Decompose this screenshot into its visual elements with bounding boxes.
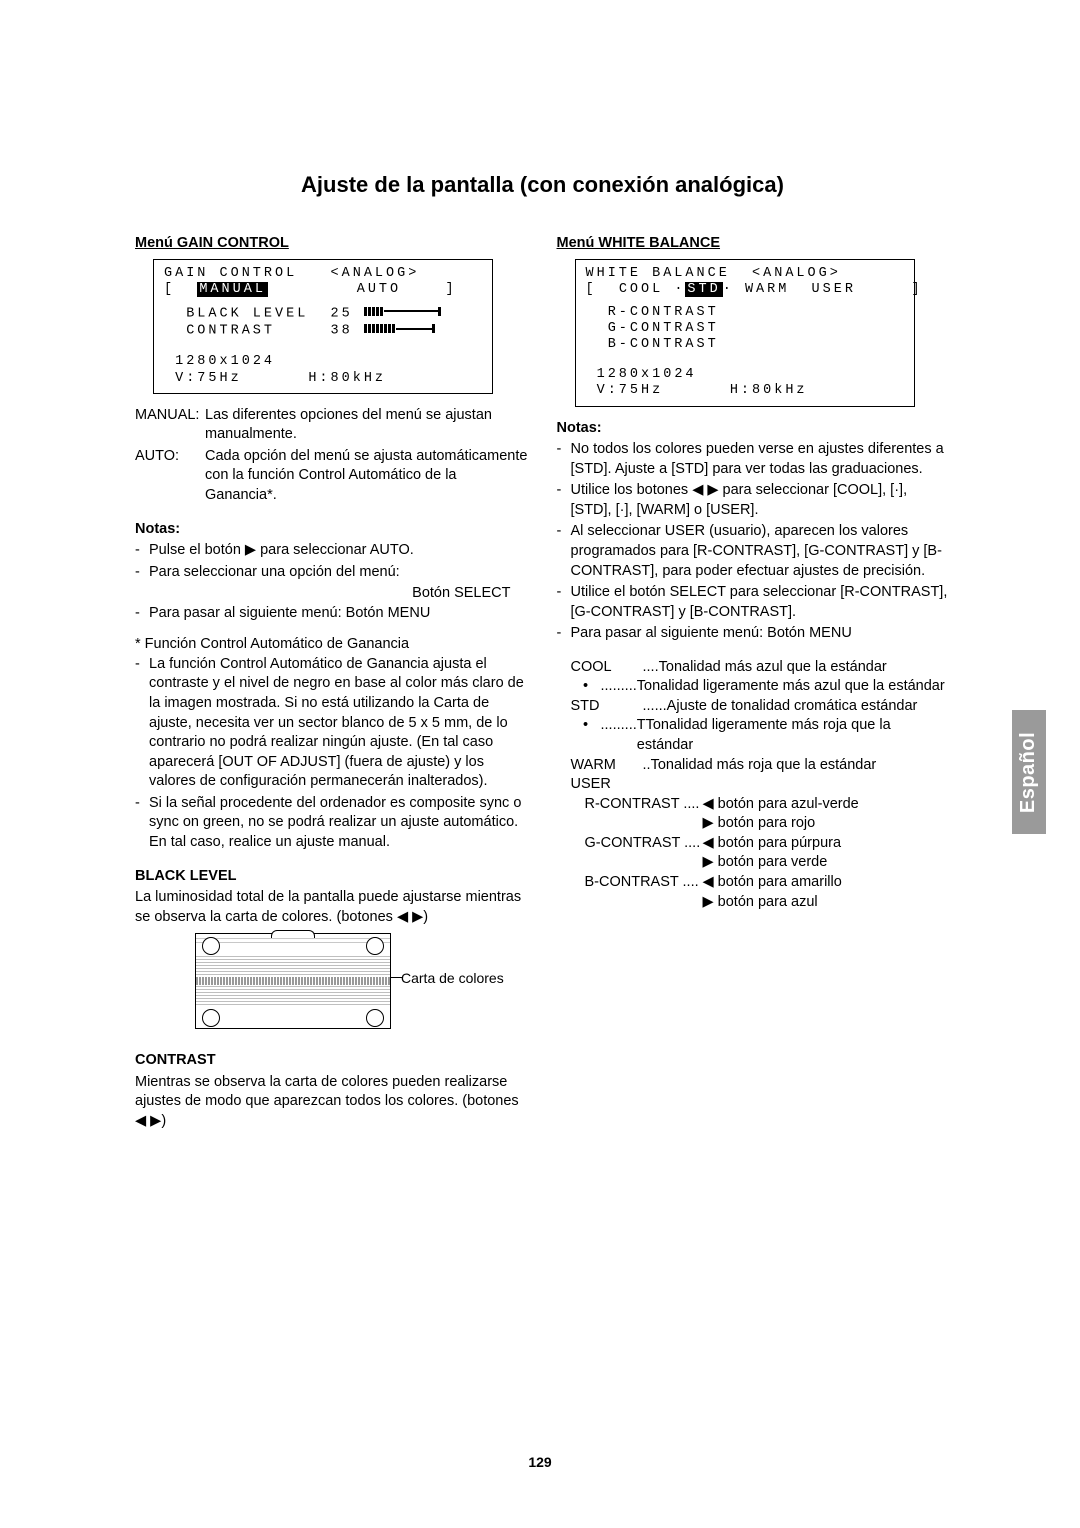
osd-gain: GAIN CONTROL <ANALOG> [ MANUAL AUTO ] BL… — [153, 259, 493, 393]
page-number: 129 — [0, 1453, 1080, 1472]
color-card: Carta de colores — [195, 933, 391, 1029]
user-k: R-CONTRAST .... — [585, 795, 703, 834]
user-b: ▶ botón para rojo — [703, 814, 951, 834]
contrast-h: CONTRAST — [135, 1051, 529, 1071]
osd-b: B-CONTRAST — [608, 337, 719, 352]
language-tab: Español — [1012, 710, 1046, 834]
osd-vfreq: V:75Hz — [597, 383, 664, 398]
tone-dots: ......... — [601, 716, 637, 755]
osd-user: USER — [812, 282, 856, 297]
nota-item: Pulse el botón ▶ para seleccionar AUTO. — [135, 541, 529, 561]
osd-gain-auto: AUTO — [357, 282, 401, 297]
osd-black-level-label: BLACK LEVEL — [186, 306, 308, 321]
tone-k: STD — [571, 697, 643, 717]
language-tab-label: Español — [1016, 731, 1043, 812]
tone-v: Tonalidad ligeramente más azul que la es… — [637, 677, 950, 697]
tone-k: • — [571, 677, 601, 697]
osd-bracket: [ — [164, 282, 175, 297]
tone-v: TTonalidad ligeramente más roja que la e… — [637, 716, 950, 755]
blacklevel-p: La luminosidad total de la pantalla pued… — [135, 888, 529, 927]
left-column: Menú GAIN CONTROL GAIN CONTROL <ANALOG> … — [135, 234, 529, 1132]
osd-warm: WARM — [745, 282, 789, 297]
tone-dots: .... — [643, 658, 659, 678]
user-a: ◀ botón para púrpura — [703, 834, 951, 854]
osd-bracket: ] — [446, 282, 457, 297]
nota-item: Para pasar al siguiente menú: Botón MENU — [135, 604, 529, 624]
def-manual-v: Las diferentes opciones del menú se ajus… — [205, 406, 529, 445]
blacklevel-h: BLACK LEVEL — [135, 867, 529, 887]
osd-gain-manual: MANUAL — [197, 282, 268, 297]
tone-k: USER — [571, 775, 643, 795]
osd-g: G-CONTRAST — [608, 321, 719, 336]
osd-hfreq: H:80kHz — [730, 383, 808, 398]
user-k: G-CONTRAST .... — [585, 834, 703, 873]
user-rows: R-CONTRAST .... ◀ botón para azul-verde … — [557, 795, 951, 912]
wb-nota: Al seleccionar USER (usuario), aparecen … — [557, 522, 951, 581]
star-item: Si la señal procedente del ordenador es … — [135, 794, 529, 853]
user-a: ◀ botón para azul-verde — [703, 795, 951, 815]
tone-v: Tonalidad más azul que la estándar — [659, 658, 887, 678]
tone-k: WARM — [571, 756, 643, 776]
osd-gain-analog: <ANALOG> — [331, 266, 420, 281]
osd-hfreq: H:80kHz — [308, 371, 386, 386]
tone-k: COOL — [571, 658, 643, 678]
boton-select: Botón SELECT — [135, 584, 529, 604]
notas-h: Notas: — [135, 520, 529, 540]
osd-contrast-val: 38 — [331, 324, 353, 339]
tone-defs: COOL.... Tonalidad más azul que la están… — [557, 658, 951, 795]
def-auto-v: Cada opción del menú se ajusta automátic… — [205, 447, 529, 506]
gain-heading: Menú GAIN CONTROL — [135, 234, 529, 254]
page-title: Ajuste de la pantalla (con conexión anal… — [135, 170, 950, 200]
def-manual-k: MANUAL: — [135, 406, 205, 445]
star-item: La función Control Automático de Gananci… — [135, 655, 529, 792]
contrast-p: Mientras se observa la carta de colores … — [135, 1073, 529, 1132]
osd-black-level-val: 25 — [331, 306, 353, 321]
wb-nota: Para pasar al siguiente menú: Botón MENU — [557, 624, 951, 644]
user-b: ▶ botón para verde — [703, 853, 951, 873]
osd-bracket: ] — [911, 282, 922, 297]
osd-wb: WHITE BALANCE <ANALOG> [ COOL ·STD· WARM… — [575, 259, 915, 406]
right-column: Menú WHITE BALANCE WHITE BALANCE <ANALOG… — [557, 234, 951, 1132]
osd-r: R-CONTRAST — [608, 305, 719, 320]
star-list: La función Control Automático de Gananci… — [135, 655, 529, 853]
def-auto-k: AUTO: — [135, 447, 205, 506]
tone-k: • — [571, 716, 601, 755]
tone-v: Ajuste de tonalidad cromática estándar — [667, 697, 918, 717]
user-k: B-CONTRAST .... — [585, 873, 703, 912]
notas-list2: Para pasar al siguiente menú: Botón MENU — [135, 604, 529, 624]
osd-res: 1280x1024 — [175, 354, 275, 369]
user-b: ▶ botón para azul — [703, 893, 951, 913]
osd-std: STD — [685, 282, 722, 297]
osd-contrast-label: CONTRAST — [186, 324, 275, 339]
osd-bar — [364, 305, 442, 321]
osd-bar — [364, 322, 436, 338]
wb-heading: Menú WHITE BALANCE — [557, 234, 951, 254]
tone-v: Tonalidad más roja que la estándar — [651, 756, 877, 776]
osd-gain-title: GAIN CONTROL — [164, 266, 297, 281]
osd-res: 1280x1024 — [597, 367, 697, 382]
osd-cool: COOL — [619, 282, 663, 297]
user-a: ◀ botón para amarillo — [703, 873, 951, 893]
osd-wb-title: WHITE BALANCE — [586, 266, 730, 281]
color-card-label: Carta de colores — [401, 969, 504, 988]
osd-bracket: [ — [586, 282, 597, 297]
osd-vfreq: V:75Hz — [175, 371, 242, 386]
tone-dots: ......... — [601, 677, 637, 697]
wb-nota: Utilice los botones ◀ ▶ para seleccionar… — [557, 481, 951, 520]
osd-wb-analog: <ANALOG> — [752, 266, 841, 281]
wb-nota: No todos los colores pueden verse en aju… — [557, 440, 951, 479]
wb-nota: Utilice el botón SELECT para seleccionar… — [557, 583, 951, 622]
star-heading: * Función Control Automático de Ganancia — [135, 635, 529, 655]
wb-notas-h: Notas: — [557, 419, 951, 439]
tone-dots: ...... — [643, 697, 667, 717]
tone-dots: .. — [643, 756, 651, 776]
nota-item: Para seleccionar una opción del menú: — [135, 563, 529, 583]
wb-notas-list: No todos los colores pueden verse en aju… — [557, 440, 951, 644]
notas-list: Pulse el botón ▶ para seleccionar AUTO. … — [135, 541, 529, 582]
